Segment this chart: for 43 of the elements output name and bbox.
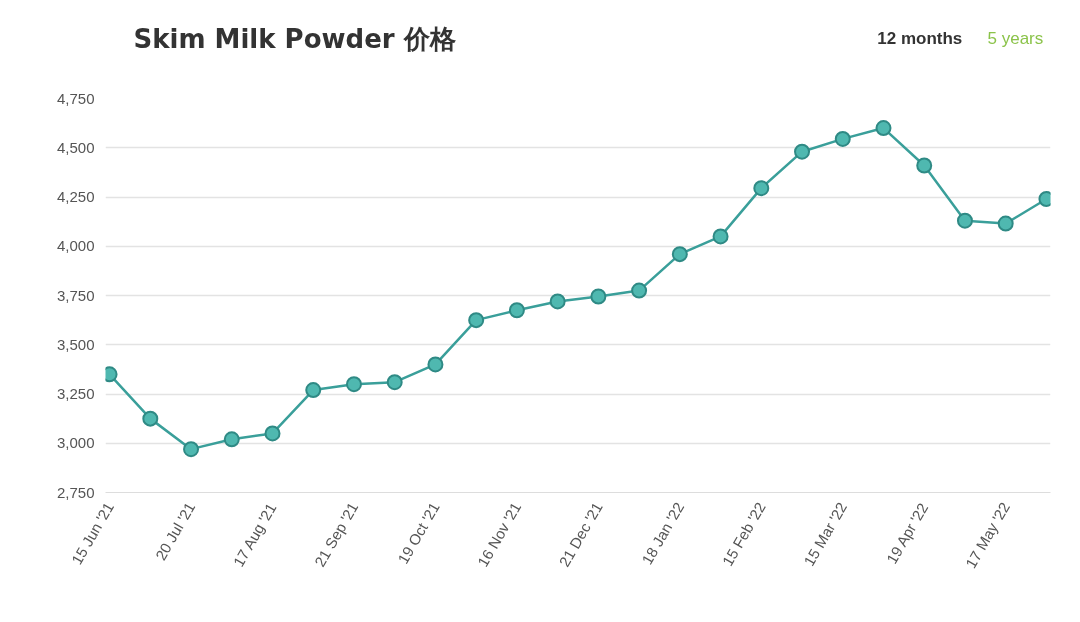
point: [590, 288, 607, 305]
point: [345, 376, 362, 393]
x-tick-label: 15 Mar '22: [800, 499, 851, 569]
point: [468, 312, 485, 329]
point: [712, 228, 729, 245]
point: [427, 356, 444, 373]
point: [834, 130, 851, 147]
point: [223, 431, 240, 448]
x-tick-label: 19 Oct '21: [394, 499, 443, 567]
point: [508, 302, 525, 319]
point: [997, 215, 1014, 232]
x-tick-label: 21 Sep '21: [310, 499, 362, 570]
y-tick-label: 3,000: [56, 434, 95, 452]
point: [916, 157, 933, 174]
x-tick-label: 21 Dec '21: [555, 499, 606, 570]
y-tick-label: 3,500: [56, 335, 95, 353]
x-tick-label: 15 Jun '21: [67, 499, 117, 568]
point: [631, 282, 648, 299]
point: [264, 425, 281, 442]
chart-title: Skim Milk Powder 价格: [133, 23, 456, 54]
y-tick-label: 4,000: [56, 237, 95, 255]
point: [956, 212, 973, 229]
point: [142, 410, 159, 427]
y-tick-label: 3,750: [56, 286, 95, 304]
x-tick-label: 18 Jan '22: [638, 499, 688, 568]
point: [753, 180, 770, 197]
y-tick-label: 4,500: [56, 138, 95, 156]
point: [386, 374, 403, 391]
x-tick-label: 20 Jul '21: [151, 499, 199, 563]
point: [875, 120, 892, 137]
y-tick-label: 4,750: [56, 89, 95, 107]
y-tick-label: 4,250: [56, 188, 95, 205]
text: 5 years: [987, 29, 1044, 48]
point: [671, 246, 688, 263]
point: [183, 441, 200, 458]
text: 12 months: [877, 29, 963, 48]
point: [305, 382, 322, 399]
point: [549, 293, 566, 310]
point: [794, 143, 811, 160]
x-tick-label: 15 Feb '22: [718, 499, 769, 569]
x-tick-label: 19 Apr '22: [882, 499, 932, 567]
y-tick-label: 2,750: [56, 483, 95, 501]
y-tick-label: 3,250: [56, 385, 95, 402]
